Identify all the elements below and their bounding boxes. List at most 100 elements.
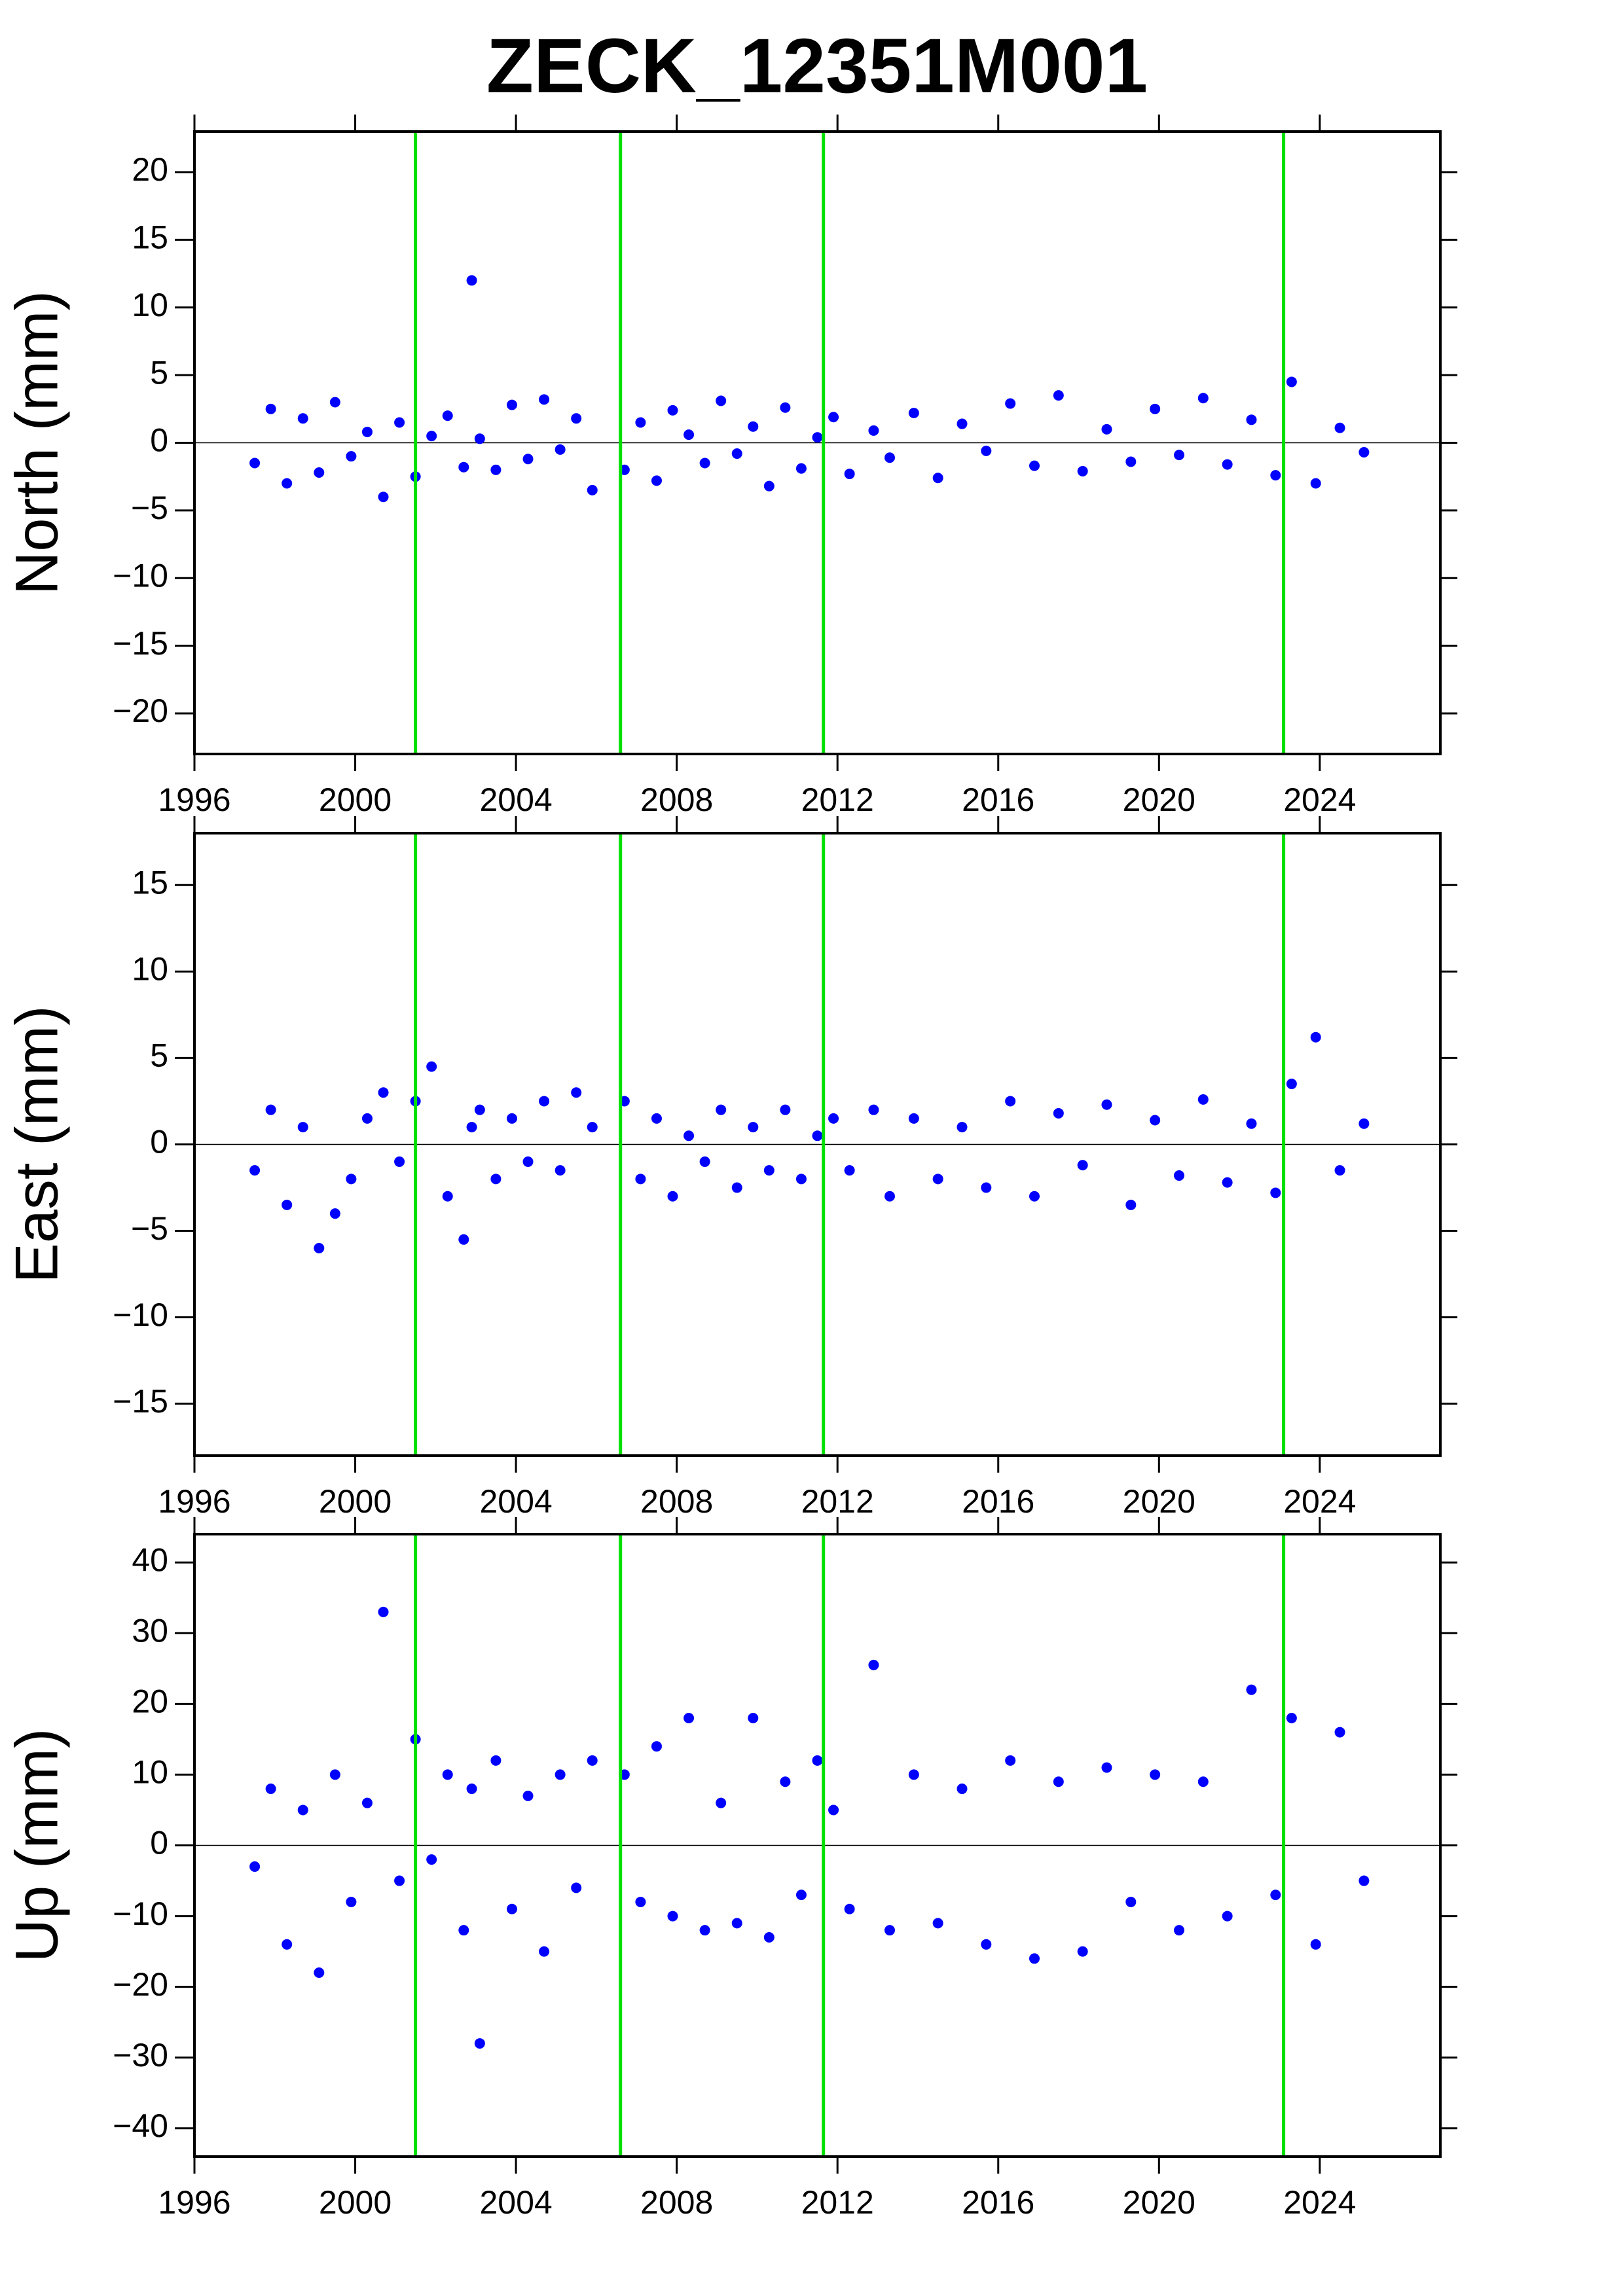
- data-point: [1125, 1199, 1137, 1210]
- data-point: [1101, 1762, 1112, 1773]
- data-point: [908, 1769, 919, 1780]
- data-point: [844, 1903, 855, 1914]
- data-point: [716, 1797, 727, 1808]
- data-point: [1053, 1776, 1064, 1787]
- data-point: [555, 1165, 566, 1176]
- data-point: [812, 1130, 823, 1141]
- data-point: [731, 1182, 742, 1193]
- data-point: [763, 480, 775, 492]
- data-point: [1005, 398, 1016, 409]
- data-point: [1310, 1031, 1321, 1043]
- data-point: [884, 1925, 895, 1936]
- chart-title: ZECK_12351M001: [486, 23, 1148, 109]
- data-point: [314, 467, 325, 478]
- data-point: [812, 1755, 823, 1766]
- y-tick-label: 5: [150, 1037, 168, 1074]
- data-point: [731, 448, 742, 459]
- data-point: [361, 426, 373, 437]
- data-point: [346, 451, 357, 462]
- y-tick-label: 30: [132, 1612, 168, 1649]
- data-point: [282, 1939, 293, 1950]
- data-point: [1222, 459, 1233, 470]
- data-point: [587, 484, 598, 495]
- data-point: [957, 1122, 968, 1133]
- x-tick-label: 2024: [1283, 1483, 1356, 1520]
- y-tick-label: 0: [150, 422, 168, 459]
- data-point: [329, 1208, 340, 1219]
- data-point: [844, 469, 855, 480]
- y-tick-label: −10: [113, 1895, 168, 1932]
- data-point: [490, 1755, 501, 1766]
- data-point: [957, 1784, 968, 1795]
- x-tick-label: 2004: [479, 781, 552, 818]
- y-tick-label: 20: [132, 1683, 168, 1720]
- data-point: [378, 1606, 389, 1617]
- data-point: [378, 1087, 389, 1098]
- data-point: [466, 275, 477, 286]
- data-point: [282, 478, 293, 489]
- y-tick-label: −5: [131, 1210, 168, 1247]
- data-point: [1005, 1755, 1016, 1766]
- y-axis-label: East (mm): [3, 1005, 70, 1283]
- data-point: [981, 445, 992, 456]
- data-point: [506, 1903, 517, 1914]
- data-point: [748, 1122, 759, 1133]
- y-tick-label: 5: [150, 354, 168, 391]
- data-point: [490, 464, 501, 475]
- x-tick-label: 2000: [319, 1483, 392, 1520]
- data-point: [522, 454, 534, 465]
- data-point: [748, 1712, 759, 1723]
- data-point: [884, 1191, 895, 1202]
- data-point: [868, 1659, 879, 1670]
- data-point: [1334, 422, 1345, 433]
- data-point: [466, 1784, 477, 1795]
- data-point: [466, 1122, 477, 1133]
- data-point: [1286, 1079, 1297, 1090]
- data-point: [314, 1243, 325, 1253]
- data-point: [716, 1104, 727, 1115]
- data-point: [981, 1939, 992, 1950]
- y-tick-label: −15: [113, 625, 168, 662]
- data-point: [458, 461, 469, 473]
- y-tick-label: 10: [132, 287, 168, 323]
- data-point: [780, 1776, 791, 1787]
- data-point: [1310, 478, 1321, 489]
- y-tick-label: 15: [132, 219, 168, 256]
- data-point: [265, 403, 276, 414]
- data-point: [539, 1096, 550, 1107]
- data-point: [667, 1910, 678, 1922]
- x-tick-label: 2024: [1283, 781, 1356, 818]
- data-point: [297, 413, 308, 424]
- data-point: [981, 1182, 992, 1193]
- data-point: [522, 1790, 534, 1801]
- data-point: [1125, 1896, 1137, 1907]
- data-point: [1029, 1953, 1040, 1964]
- y-tick-label: −15: [113, 1383, 168, 1420]
- data-point: [1270, 470, 1281, 481]
- data-point: [716, 395, 727, 406]
- x-tick-label: 1996: [158, 1483, 230, 1520]
- data-point: [346, 1174, 357, 1185]
- data-point: [699, 457, 710, 469]
- data-point: [1005, 1096, 1016, 1107]
- data-point: [555, 1769, 566, 1780]
- x-tick-label: 2000: [319, 2184, 392, 2221]
- data-point: [932, 473, 943, 484]
- data-point: [812, 432, 823, 443]
- x-tick-label: 2020: [1123, 1483, 1195, 1520]
- data-point: [635, 417, 646, 428]
- data-point: [932, 1918, 943, 1929]
- data-point: [1359, 1875, 1370, 1886]
- x-tick-label: 2016: [962, 781, 1034, 818]
- data-point: [442, 1191, 453, 1202]
- y-tick-label: −30: [113, 2037, 168, 2073]
- data-point: [868, 1104, 879, 1115]
- data-point: [329, 397, 340, 408]
- data-point: [884, 452, 895, 463]
- x-tick-label: 2024: [1283, 2184, 1356, 2221]
- data-point: [394, 1156, 405, 1167]
- data-point: [539, 1946, 550, 1957]
- data-point: [635, 1896, 646, 1907]
- data-point: [442, 1769, 453, 1780]
